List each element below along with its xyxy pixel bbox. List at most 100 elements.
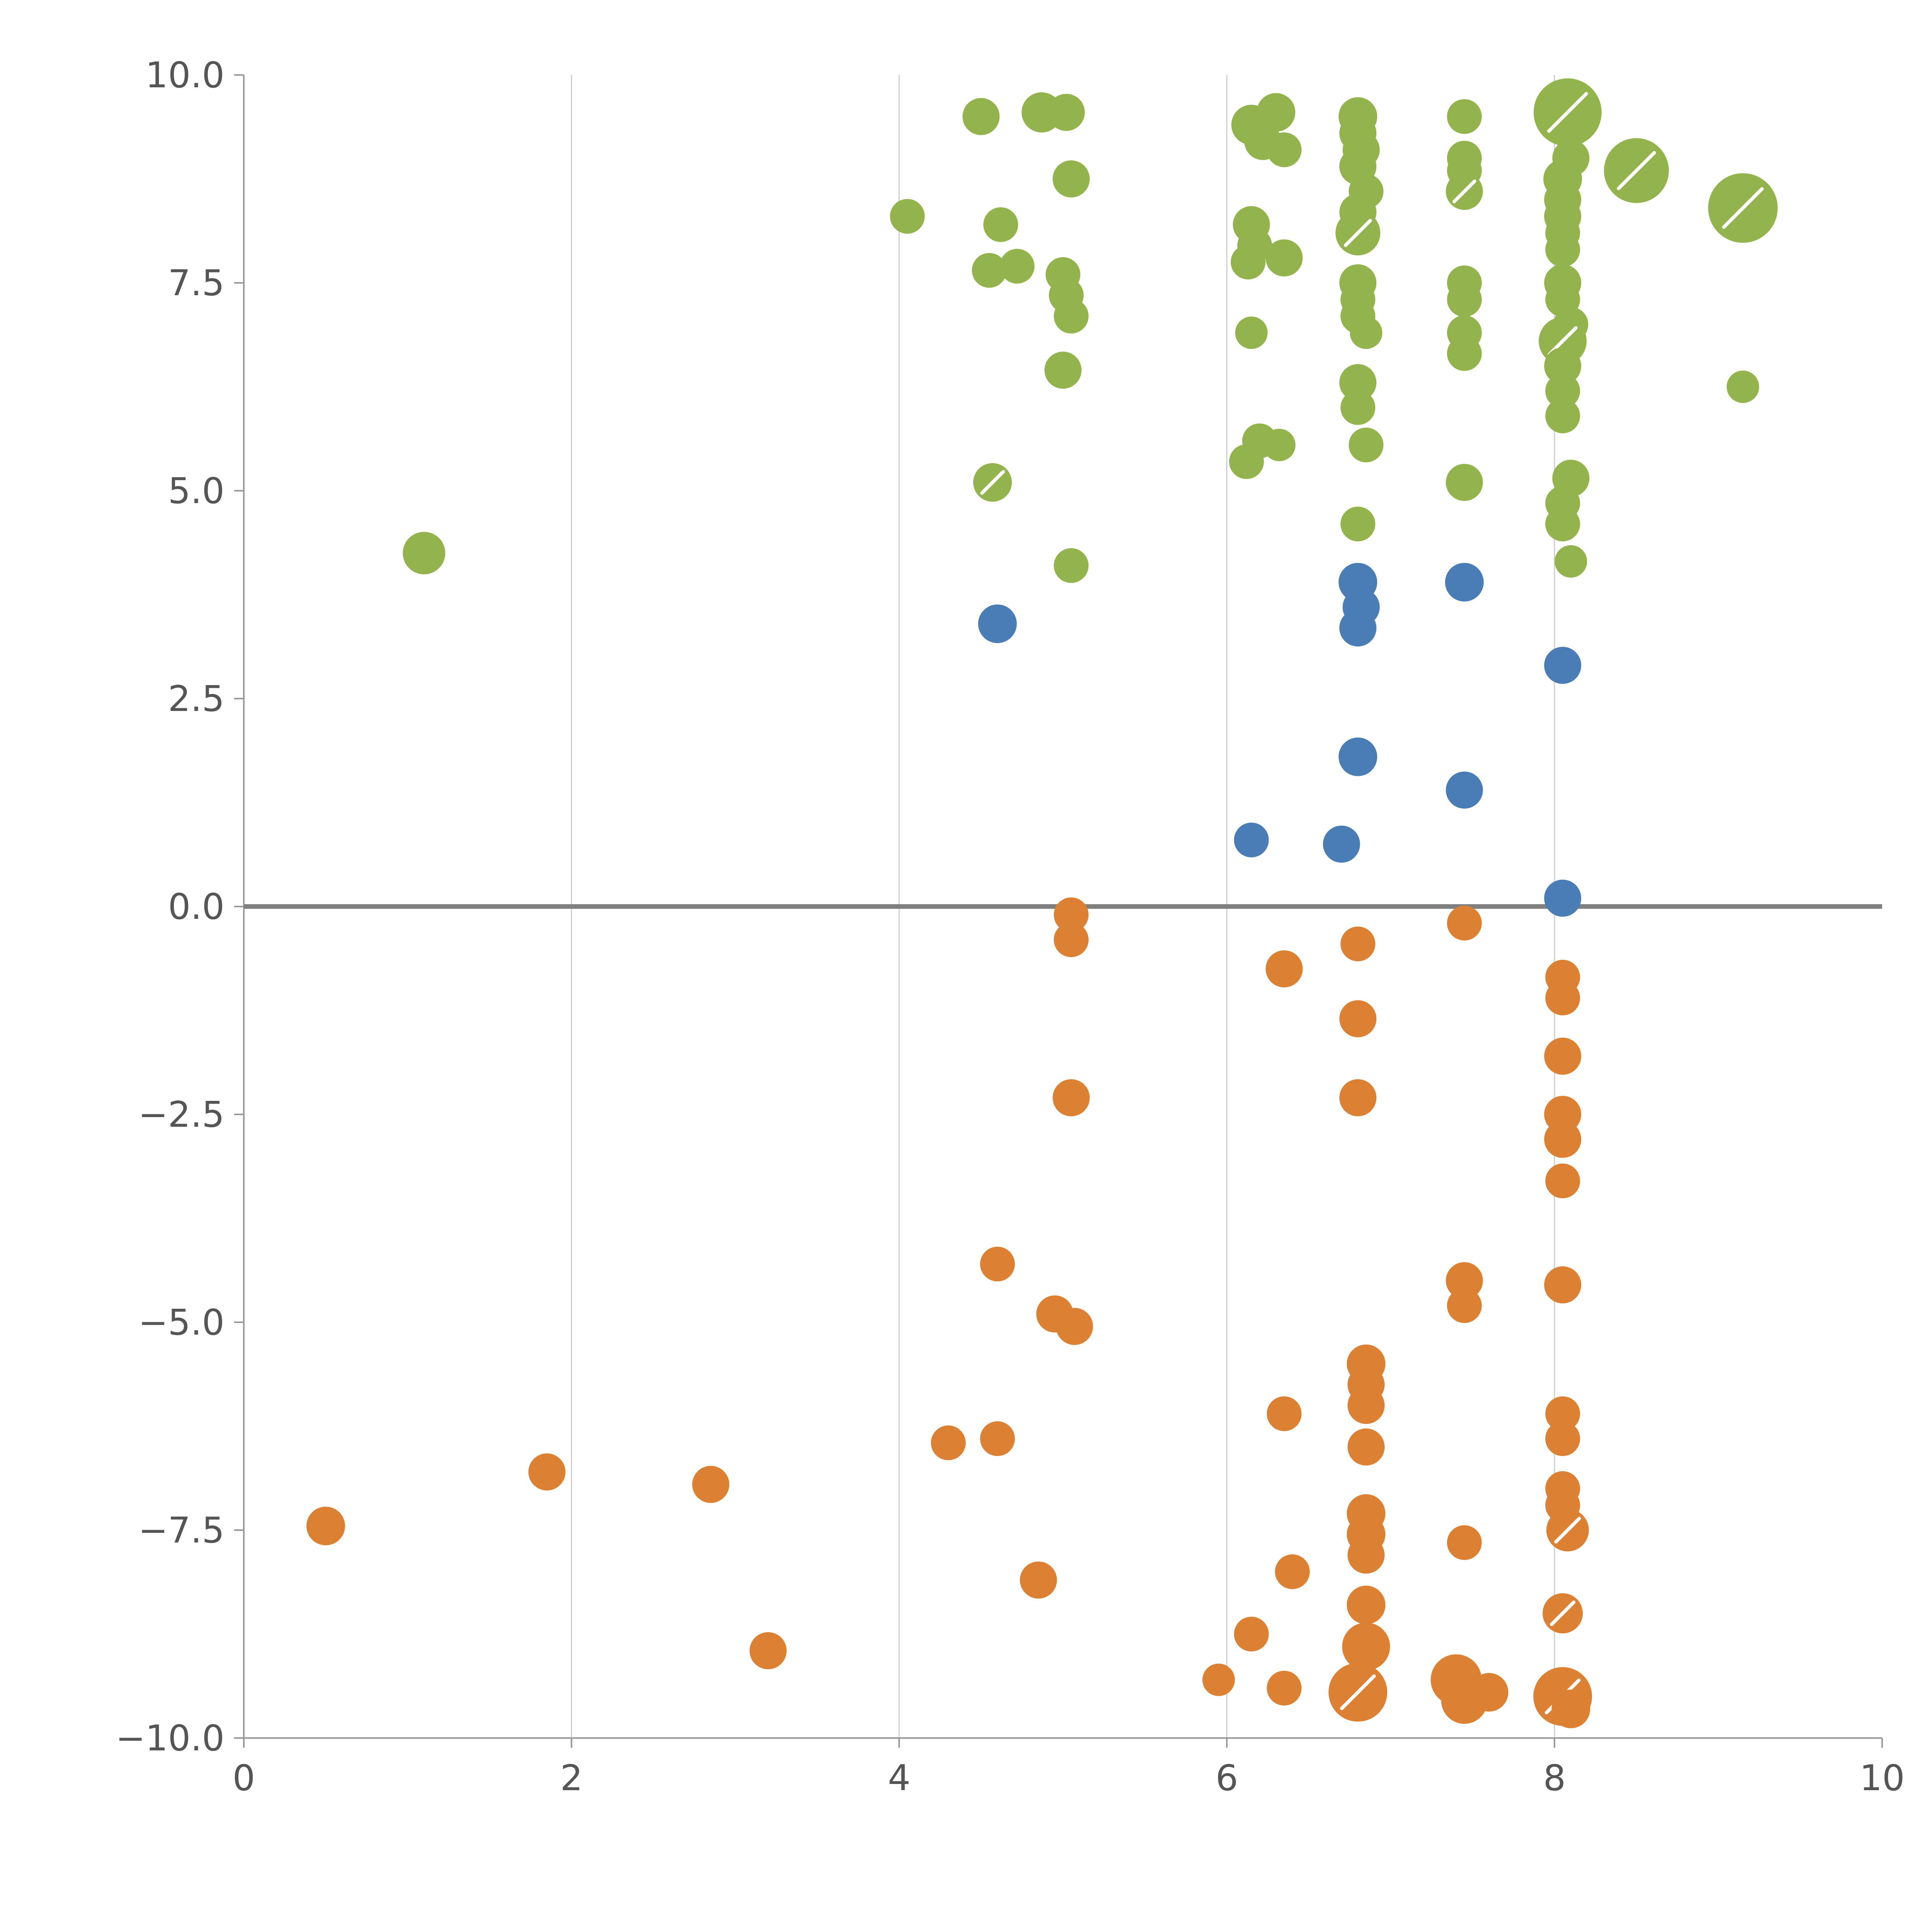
scatter-point-orange	[1545, 1163, 1580, 1199]
scatter-point-green	[972, 253, 1007, 288]
scatter-point-green	[1447, 99, 1482, 134]
scatter-point-green	[1054, 299, 1089, 334]
scatter-point-orange	[1545, 1421, 1580, 1456]
scatter-point-orange	[1447, 906, 1482, 941]
scatter-point-green	[1267, 132, 1302, 167]
scatter-point-orange	[306, 1507, 345, 1546]
x-tick-label: 2	[560, 1757, 583, 1799]
scatter-point-blue	[1446, 771, 1483, 809]
scatter-point-green	[1726, 371, 1759, 403]
scatter-point-green	[983, 207, 1018, 242]
y-tick-label: 10.0	[145, 54, 224, 96]
scatter-point-green	[1340, 507, 1376, 542]
scatter-point-green	[1000, 248, 1035, 284]
scatter-point-green	[1053, 160, 1090, 197]
scatter-point-green	[1545, 232, 1580, 267]
point-highlight-slash	[1554, 1517, 1581, 1544]
scatter-point-orange	[1551, 1689, 1590, 1728]
scatter-point-green	[1545, 373, 1580, 408]
x-tick-label: 0	[233, 1757, 255, 1799]
scatter-point-blue	[1544, 879, 1582, 917]
scatter-point-orange	[1056, 1308, 1093, 1345]
y-tick-label: −10.0	[116, 1718, 224, 1759]
scatter-point-orange	[749, 1632, 787, 1670]
y-tick-label: −2.5	[138, 1094, 224, 1135]
scatter-point-orange	[1054, 897, 1089, 932]
scatter-point-orange	[1545, 1396, 1580, 1431]
scatter-point-orange	[1234, 1617, 1269, 1651]
point-highlight-slash	[1452, 179, 1476, 204]
scatter-point-green	[1339, 364, 1377, 401]
scatter-point-orange	[1020, 1561, 1057, 1599]
scatter-point-blue	[1323, 825, 1360, 863]
scatter-point-orange	[1447, 1288, 1482, 1323]
scatter-point-orange	[980, 1421, 1015, 1456]
scatter-point-green	[1044, 351, 1082, 389]
scatter-point-orange	[1347, 1387, 1385, 1424]
scatter-point-green	[963, 98, 1000, 135]
scatter-point-orange	[1267, 1670, 1302, 1706]
point-highlight-slash	[1722, 187, 1764, 229]
scatter-point-orange	[1446, 1262, 1483, 1299]
y-tick-label: 5.0	[168, 470, 224, 512]
scatter-point-orange	[1347, 1585, 1386, 1624]
scatter-point-orange	[1544, 1121, 1582, 1158]
point-highlight-slash	[1344, 219, 1372, 247]
scatter-point-orange	[1053, 1079, 1090, 1116]
scatter-point-orange	[1340, 926, 1376, 961]
x-tick-label: 6	[1216, 1757, 1238, 1799]
scatter-point-green	[1349, 427, 1384, 463]
scatter-point-green	[1235, 316, 1268, 349]
scatter-point-green	[1447, 282, 1482, 317]
y-tick-label: −7.5	[138, 1510, 224, 1551]
scatter-point-green	[1265, 239, 1303, 277]
point-highlight-slash	[1550, 1600, 1576, 1626]
scatter-point-green	[1446, 464, 1483, 501]
scatter-point-orange	[1202, 1663, 1235, 1696]
point-highlight-slash	[1617, 151, 1656, 190]
scatter-point-orange	[1275, 1554, 1310, 1589]
scatter-point-blue	[1338, 737, 1378, 776]
y-tick-label: 7.5	[168, 262, 224, 304]
point-highlight-slash	[1547, 92, 1588, 133]
scatter-point-orange	[931, 1425, 966, 1461]
scatter-point-orange	[1545, 980, 1580, 1015]
scatter-point-green	[1340, 390, 1376, 425]
scatter-point-blue	[978, 604, 1017, 643]
scatter-point-orange	[1544, 1266, 1582, 1304]
scatter-point-orange	[1267, 1396, 1302, 1431]
scatter-point-green	[1231, 245, 1266, 280]
point-highlight-slash	[980, 470, 1005, 495]
scatter-point-green	[1263, 429, 1296, 461]
scatter-point-green	[1545, 398, 1580, 434]
scatter-point-orange	[1469, 1673, 1509, 1712]
scatter-point-orange	[1347, 1428, 1385, 1466]
scatter-point-orange	[1342, 1622, 1390, 1671]
x-tick-label: 8	[1543, 1757, 1566, 1799]
x-tick-label: 10	[1859, 1757, 1905, 1799]
scatter-point-orange	[1265, 950, 1303, 988]
y-tick-label: 2.5	[168, 678, 224, 719]
scatter-point-orange	[980, 1247, 1015, 1282]
scatter-point-green	[1544, 347, 1582, 385]
scatter-point-green	[1048, 94, 1085, 131]
scatter-point-orange	[1347, 1536, 1385, 1574]
y-tick-label: −5.0	[138, 1302, 224, 1343]
scatter-point-green	[403, 532, 446, 575]
scatter-point-blue	[1445, 563, 1484, 602]
scatter-point-orange	[692, 1466, 730, 1503]
scatter-point-green	[1554, 545, 1587, 578]
x-tick-label: 4	[888, 1757, 911, 1799]
scatter-point-green	[890, 199, 925, 234]
scatter-point-green	[1257, 93, 1296, 132]
scatter-point-green	[1447, 336, 1482, 371]
scatter-point-green	[1054, 548, 1089, 583]
scatter-point-green	[1545, 507, 1580, 542]
scatter-point-green	[1229, 444, 1264, 479]
scatter-point-orange	[1339, 1000, 1377, 1037]
y-tick-label: 0.0	[168, 886, 224, 927]
scatter-point-orange	[1054, 922, 1089, 957]
scatter-point-green	[1350, 316, 1383, 349]
